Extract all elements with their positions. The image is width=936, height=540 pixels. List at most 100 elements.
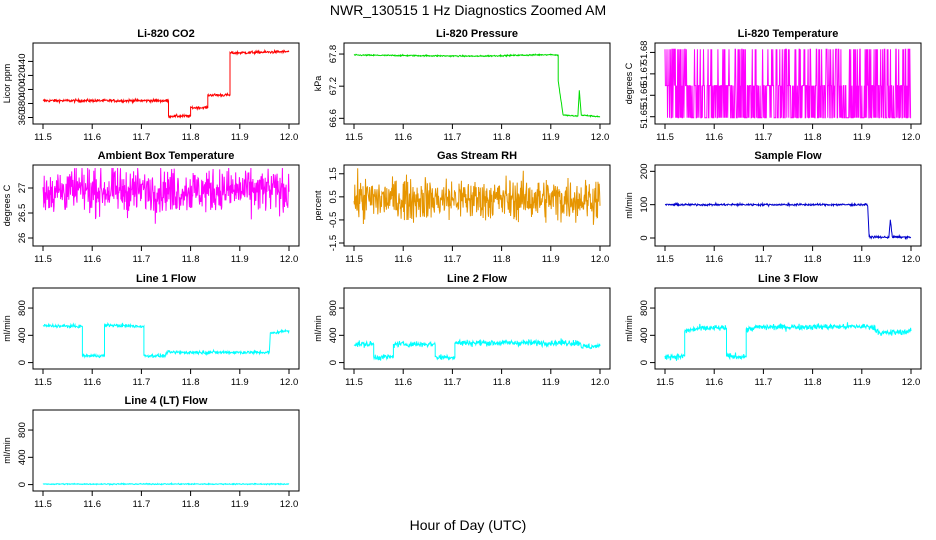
x-tick-label: 12.0 [280, 499, 299, 510]
x-tick-label: 11.7 [444, 132, 462, 143]
chart-title: Li-820 Temperature [738, 28, 839, 40]
chart-panel-10: Line 4 (LT) Flow 11.5 11.6 11.7 11.8 11.9 12.0… [2, 395, 300, 510]
chart-panel-9: Line 3 Flow 11.5 11.6 11.7 11.8 11.9 12.0 0 400 8… [624, 273, 922, 388]
x-tick-label: 11.8 [182, 499, 200, 510]
x-tick-label: 11.7 [755, 254, 773, 265]
x-tick-label: 11.9 [542, 254, 560, 265]
y-axis-label: kPa [313, 76, 323, 92]
plot-frame [343, 287, 611, 370]
x-tick-label: 11.6 [83, 132, 101, 143]
y-tick-label: 51.65 [639, 105, 650, 129]
page-title: NWR_130515 1 Hz Diagnostics Zoomed AM [329, 2, 607, 18]
y-tick-label: 0 [17, 360, 28, 365]
x-tick-label: 11.5 [34, 254, 52, 265]
x-tick-label: 11.9 [542, 377, 560, 388]
x-tick-label: 11.9 [853, 377, 871, 388]
x-tick-label: 11.8 [804, 254, 822, 265]
x-tick-label: 11.8 [493, 254, 511, 265]
x-tick-label: 11.8 [182, 254, 200, 265]
x-tick-label: 11.5 [656, 254, 674, 265]
y-tick-label: 66.6 [328, 109, 339, 128]
x-tick-label: 11.6 [394, 132, 412, 143]
series-line-1 [664, 201, 912, 241]
y-tick-label: 800 [17, 300, 28, 316]
x-tick-label: 11.9 [231, 132, 249, 143]
plot-frame [32, 164, 300, 247]
series-line-1 [664, 48, 912, 119]
x-tick-label: 11.8 [493, 377, 511, 388]
x-tick-label: 11.7 [755, 132, 773, 143]
x-tick-label: 11.7 [755, 377, 773, 388]
y-axis-label: ml/min [624, 192, 634, 219]
chart-panel-8: Line 2 Flow 11.5 11.6 11.7 11.8 11.9 12.0 0 400 8… [313, 273, 611, 388]
x-tick-label: 12.0 [591, 132, 610, 143]
x-tick-label: 11.6 [394, 254, 412, 265]
x-tick-label: 12.0 [902, 254, 921, 265]
x-tick-label: 11.9 [231, 254, 249, 265]
x-tick-label: 11.7 [133, 377, 151, 388]
chart-title: Sample Flow [754, 150, 822, 162]
plot-frame [654, 42, 922, 125]
chart-title: Line 4 (LT) Flow [125, 395, 208, 407]
y-tick-label: 51.68 [639, 41, 650, 65]
x-tick-label: 12.0 [280, 254, 299, 265]
y-tick-label: 51.67 [639, 62, 650, 86]
y-tick-label: 0 [639, 235, 650, 240]
chart-panel-2: Li-820 Pressure 11.5 11.6 11.7 11.8 11.9 12.0 6… [313, 28, 611, 143]
x-tick-label: 11.9 [231, 377, 249, 388]
x-tick-label: 12.0 [280, 377, 299, 388]
y-tick-label: -1.5 [328, 235, 339, 251]
x-tick-label: 11.9 [853, 132, 871, 143]
chart-panel-5: Gas Stream RH 11.5 11.6 11.7 11.8 11.9 12.0 -1.… [313, 150, 611, 265]
x-tick-label: 12.0 [591, 254, 610, 265]
chart-panel-3: Li-820 Temperature 11.5 11.6 11.7 11.8 11.9 12… [624, 28, 922, 143]
y-tick-label: 26.5 [17, 204, 28, 223]
y-tick-label: 800 [328, 300, 339, 316]
chart-title: Ambient Box Temperature [98, 150, 235, 162]
y-tick-label: 26 [17, 233, 28, 244]
x-tick-label: 11.6 [705, 254, 723, 265]
series-line-1 [353, 338, 601, 361]
x-tick-label: 11.7 [444, 377, 462, 388]
chart-title: Li-820 Pressure [436, 28, 518, 40]
x-tick-label: 11.9 [231, 499, 249, 510]
chart-title: Line 2 Flow [447, 273, 507, 285]
chart-panel-4: Ambient Box Temperature 11.5 11.6 11.7 11.8 1… [2, 150, 300, 265]
x-tick-label: 11.6 [705, 377, 723, 388]
y-tick-label: 360 [17, 110, 28, 126]
y-tick-label: 800 [17, 422, 28, 438]
x-tick-label: 11.8 [804, 377, 822, 388]
x-tick-label: 11.6 [83, 499, 101, 510]
y-tick-label: 200 [639, 163, 650, 179]
series-line-1 [42, 321, 290, 359]
y-tick-label: 400 [17, 82, 28, 98]
x-tick-label: 11.8 [182, 377, 200, 388]
y-tick-label: 420 [17, 68, 28, 84]
y-axis-label: ml/min [2, 437, 12, 464]
chart-title: Li-820 CO2 [137, 28, 194, 40]
chart-title: Gas Stream RH [437, 150, 517, 162]
x-tick-label: 11.5 [34, 499, 52, 510]
y-axis-label: ml/min [624, 315, 634, 342]
x-tick-label: 11.8 [804, 132, 822, 143]
y-tick-label: 67.2 [328, 77, 339, 96]
series-line-1 [664, 322, 912, 361]
x-tick-label: 11.5 [345, 377, 363, 388]
series-line-1 [42, 48, 290, 119]
series-line-1 [42, 481, 290, 487]
plot-frame [32, 409, 300, 492]
series-line-1 [353, 53, 601, 118]
x-tick-label: 11.5 [34, 377, 52, 388]
x-tick-label: 11.7 [133, 499, 151, 510]
y-tick-label: 67.8 [328, 45, 339, 64]
plot-frame [32, 287, 300, 370]
plot-frame [343, 42, 611, 125]
x-tick-label: 11.5 [656, 132, 674, 143]
y-tick-label: 27 [17, 183, 28, 194]
y-axis-label: ml/min [313, 315, 323, 342]
x-tick-label: 11.8 [182, 132, 200, 143]
y-tick-label: 400 [17, 327, 28, 343]
y-tick-label: 440 [17, 53, 28, 69]
